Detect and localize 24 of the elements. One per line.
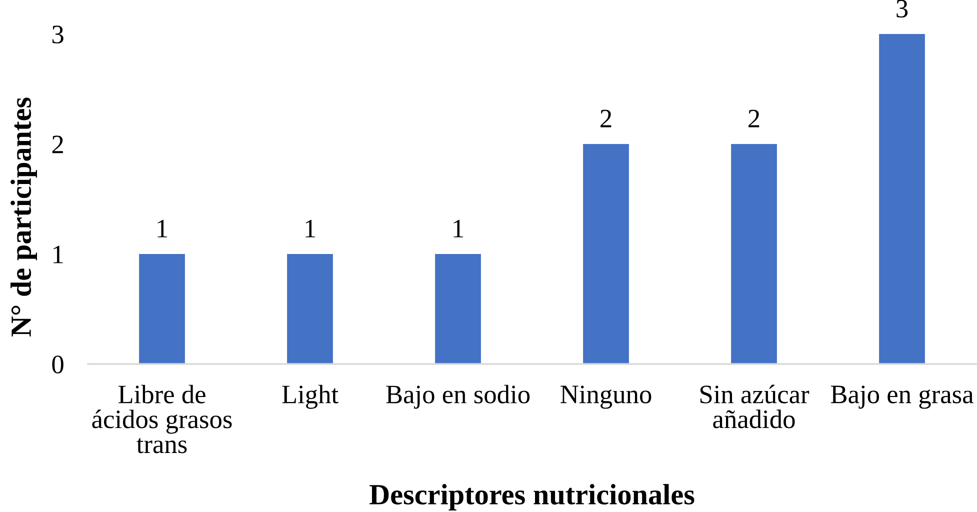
- x-tick-label: Sin azúcar añadido: [700, 384, 810, 428]
- y-axis-title: N° de participantes: [10, 98, 37, 337]
- x-axis-title: Descriptores nutricionales: [370, 484, 694, 510]
- bar: [879, 34, 925, 364]
- data-label: 1: [306, 220, 316, 238]
- y-tick-label: 3: [52, 26, 64, 44]
- data-label: 1: [454, 220, 464, 238]
- x-tick-label: Bajo en grasa: [830, 386, 974, 409]
- x-tick-label: Libre de ácidos grasos trans: [92, 384, 232, 454]
- data-label: 1: [158, 220, 168, 238]
- y-tick-label: 2: [52, 136, 63, 154]
- data-label: 3: [896, 0, 908, 18]
- data-label: 2: [748, 110, 760, 128]
- bar: [287, 254, 333, 364]
- x-tick-label: Ninguno: [560, 386, 652, 409]
- bar: [139, 254, 185, 364]
- y-tick-label: 1: [54, 246, 63, 264]
- x-tick-label: Bajo en sodio: [386, 384, 530, 409]
- bar: [583, 144, 629, 364]
- bar: [731, 144, 777, 364]
- x-tick-label: Light: [282, 384, 338, 409]
- y-tick-label: 0: [52, 356, 64, 374]
- data-label: 2: [600, 110, 612, 128]
- bar: [435, 254, 481, 364]
